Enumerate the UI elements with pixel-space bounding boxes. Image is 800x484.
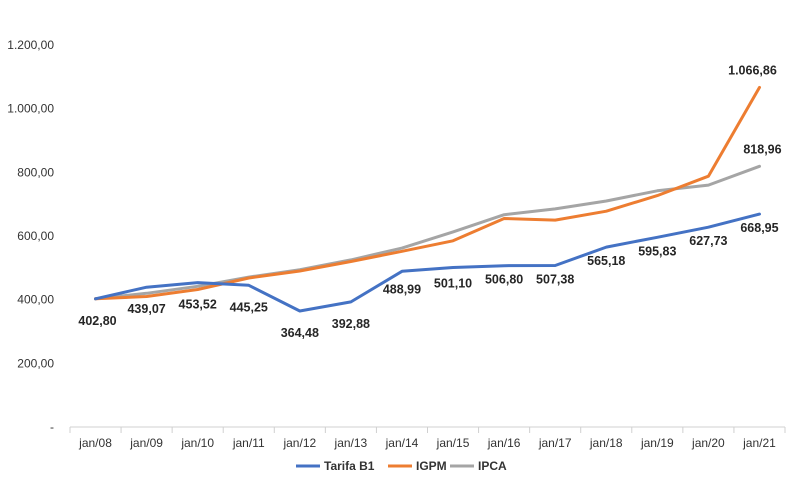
data-label-tarifa-b1: 506,80: [485, 273, 523, 287]
y-tick-label: 600,00: [17, 229, 54, 243]
x-tick-label: jan/18: [589, 436, 623, 450]
y-tick-label: 1.000,00: [7, 102, 54, 116]
data-labels: 402,80 439,07 453,52 445,25 364,48 392,88 488,…: [78, 63, 781, 340]
data-label-tarifa-b1: 402,80: [78, 314, 116, 328]
series-line-igpm: [94, 85, 761, 301]
x-tick-label: jan/12: [282, 436, 316, 450]
series-line-tarifa-b1: [94, 212, 761, 313]
legend-label-ipca: IPCA: [478, 459, 507, 473]
y-tick-label: 200,00: [17, 356, 54, 370]
data-label-tarifa-b1: 488,99: [383, 282, 421, 296]
y-tick-label: -: [50, 420, 54, 434]
y-tick-label: 800,00: [17, 165, 54, 179]
data-label-tarifa-b1: 507,38: [536, 272, 574, 286]
x-tick-label: jan/20: [691, 436, 725, 450]
data-label-tarifa-b1: 668,95: [740, 221, 778, 235]
x-tick-label: jan/11: [232, 436, 265, 450]
legend: Tarifa B1 IGPM IPCA: [296, 459, 507, 473]
x-tick-label: jan/13: [334, 436, 368, 450]
data-label-tarifa-b1: 439,07: [127, 302, 165, 316]
data-label-ipca: 818,96: [743, 142, 781, 156]
data-label-tarifa-b1: 501,10: [434, 276, 472, 290]
legend-label-igpm: IGPM: [416, 459, 447, 473]
x-tick-label: jan/10: [180, 436, 214, 450]
y-axis-ticks: - 200,00 400,00 600,00 800,00 1.000,00 1.200,0…: [7, 38, 54, 434]
x-tick-label: jan/08: [78, 436, 112, 450]
data-label-tarifa-b1: 445,25: [230, 300, 268, 314]
data-label-tarifa-b1: 392,88: [332, 317, 370, 331]
data-label-tarifa-b1: 627,73: [689, 234, 727, 248]
y-tick-label: 400,00: [17, 293, 54, 307]
x-tick-label: jan/16: [487, 436, 521, 450]
x-axis-ticks: jan/08 jan/09 jan/10 jan/11 jan/12 jan/13 jan/…: [69, 427, 786, 450]
data-label-igpm: 1.066,86: [728, 63, 777, 77]
data-label-tarifa-b1: 364,48: [281, 326, 319, 340]
x-tick-label: jan/09: [129, 436, 163, 450]
data-label-tarifa-b1: 453,52: [179, 298, 217, 312]
x-tick-label: jan/21: [742, 436, 776, 450]
legend-label-tarifa-b1: Tarifa B1: [324, 459, 375, 473]
data-label-tarifa-b1: 565,18: [587, 254, 625, 268]
series-lines: [94, 85, 761, 313]
x-tick-label: jan/14: [385, 436, 419, 450]
series-line-ipca: [94, 164, 761, 301]
x-tick-label: jan/15: [436, 436, 470, 450]
x-tick-label: jan/17: [538, 436, 572, 450]
x-tick-label: jan/19: [640, 436, 674, 450]
y-tick-label: 1.200,00: [7, 38, 54, 52]
data-label-tarifa-b1: 595,83: [638, 244, 676, 258]
